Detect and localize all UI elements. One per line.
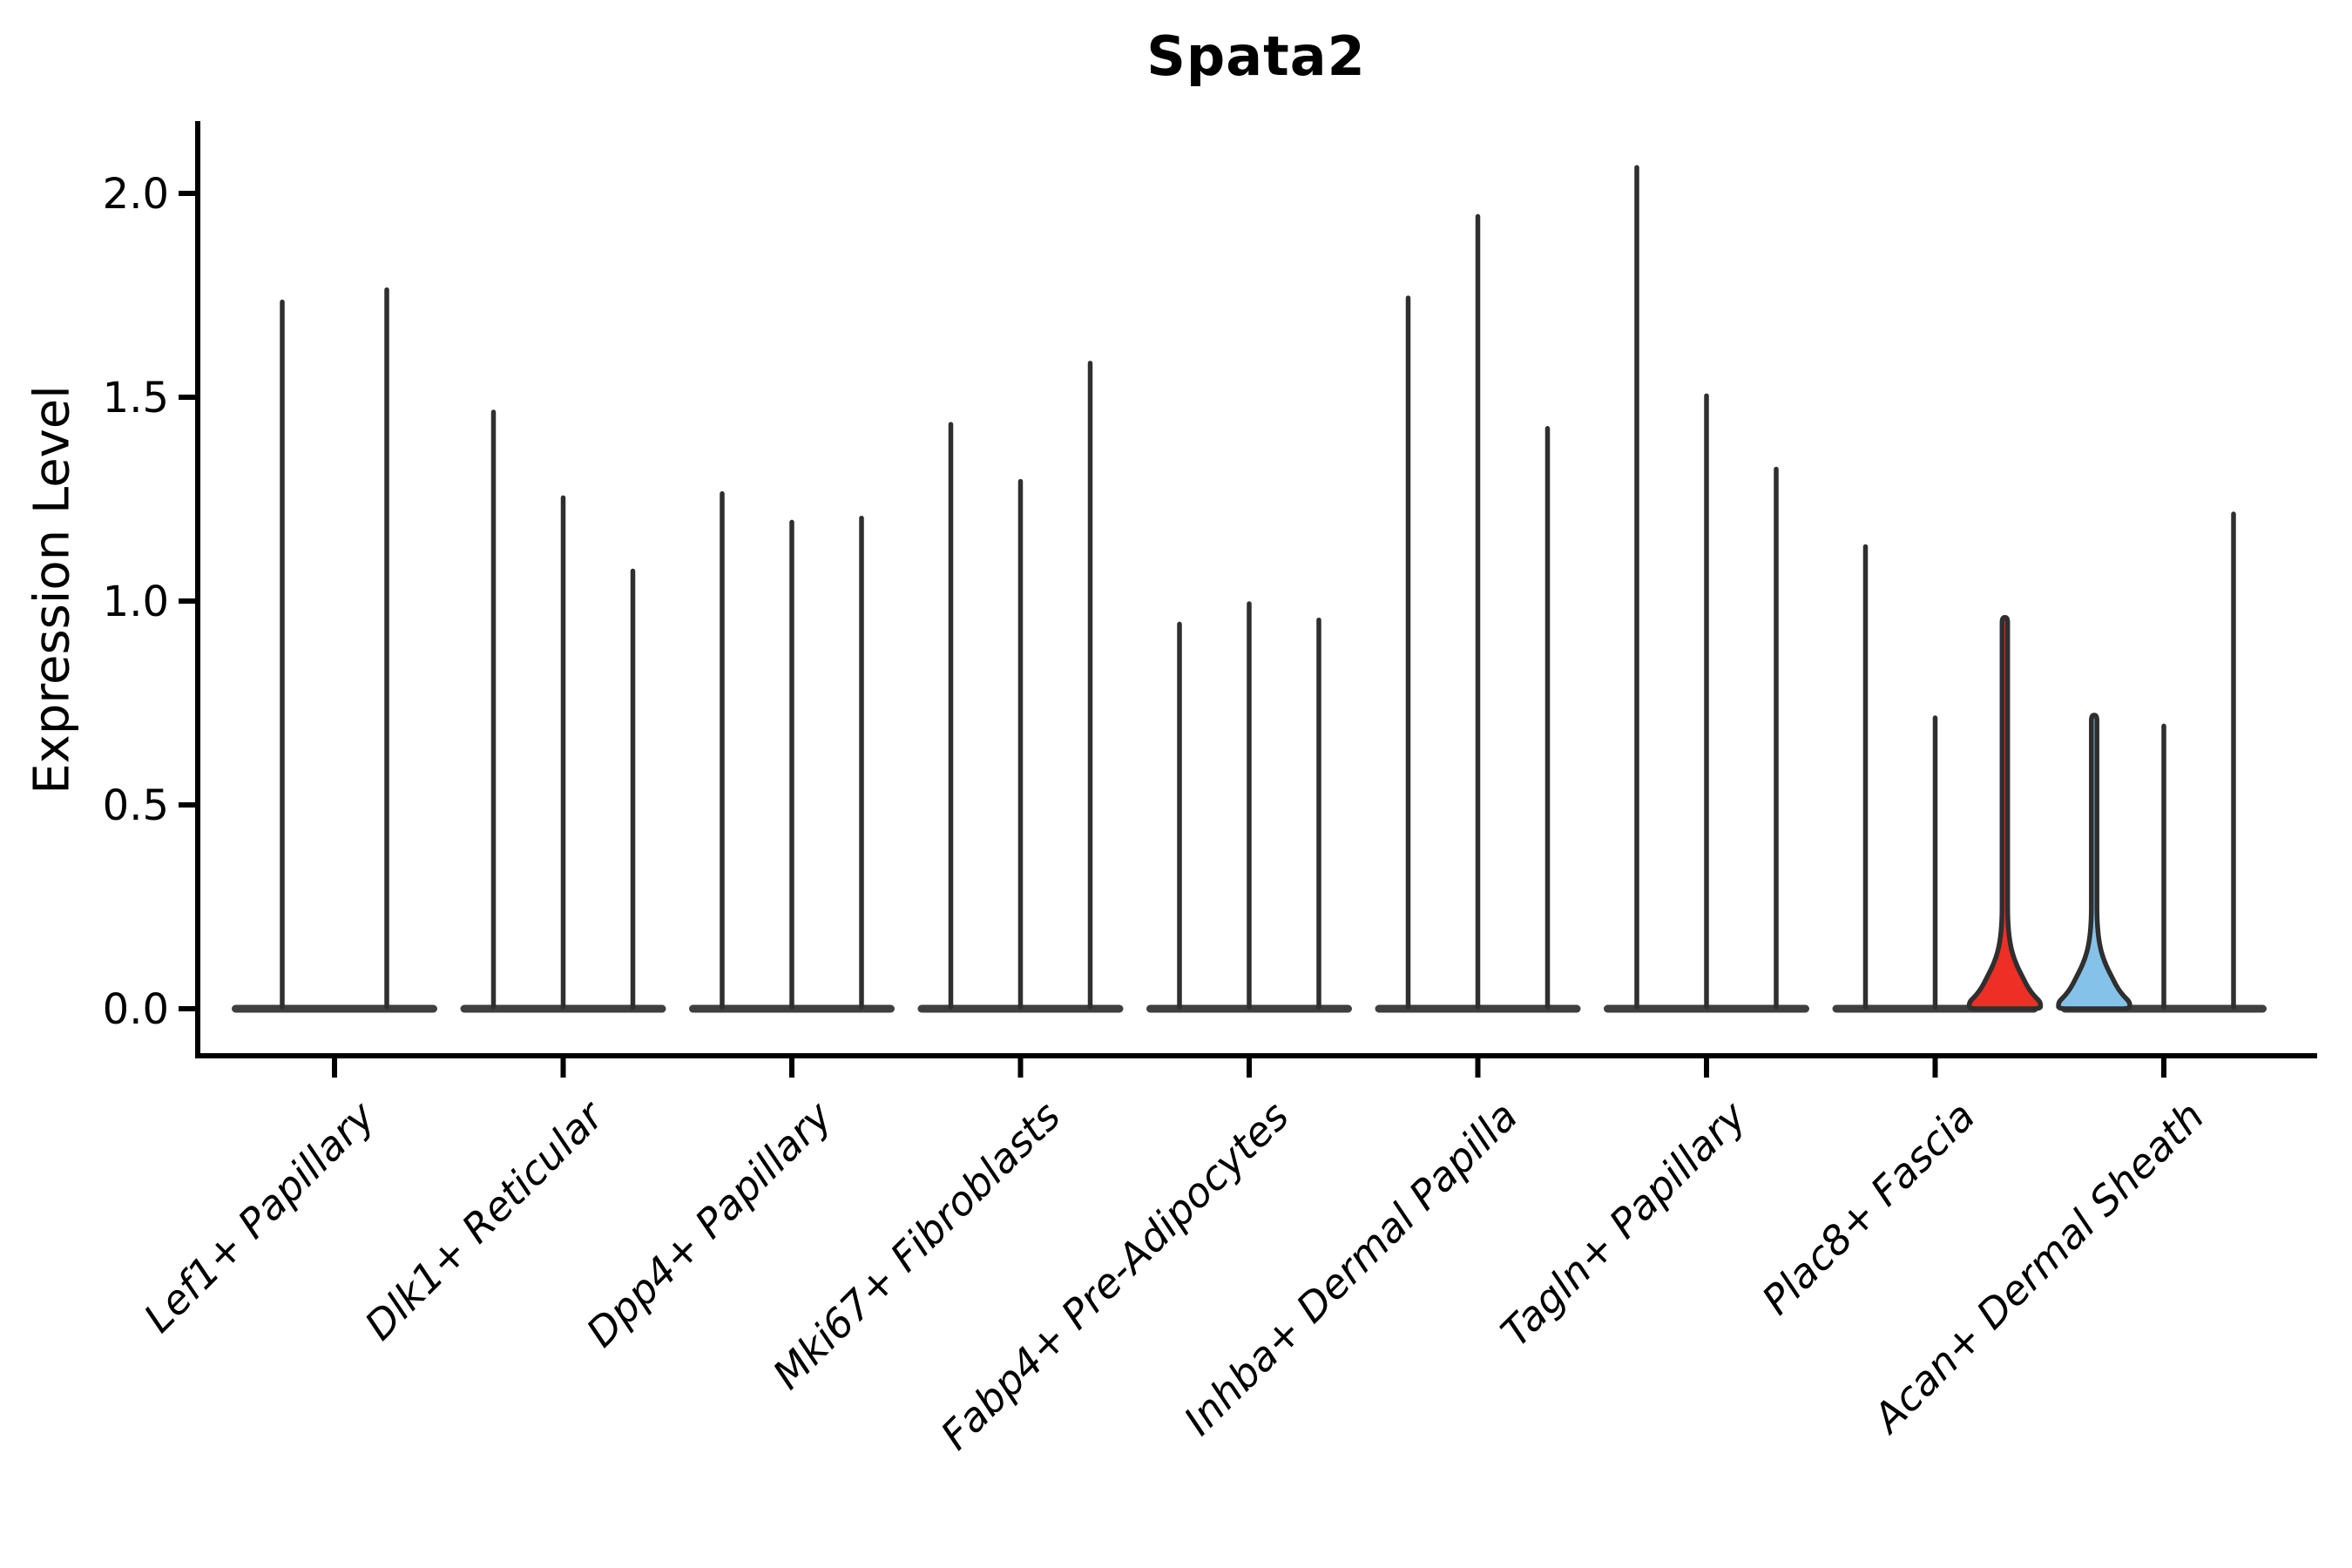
y-tick-label: 0.0 (103, 985, 169, 1034)
chart-title: Spata2 (1146, 24, 1366, 88)
x-tick-mark (332, 1058, 337, 1078)
y-tick-mark (179, 802, 198, 808)
y-tick-label: 1.0 (103, 578, 169, 626)
y-tick-mark (179, 1006, 198, 1011)
y-axis-spine (195, 121, 200, 1058)
x-tick-mark (1704, 1058, 1709, 1078)
y-tick-label: 0.5 (103, 781, 169, 830)
x-tick-mark (1932, 1058, 1938, 1078)
x-tick-mark (1017, 1058, 1024, 1078)
y-tick-mark (179, 191, 198, 196)
y-tick-mark (179, 395, 198, 400)
y-tick-label: 1.5 (103, 374, 169, 422)
y-tick-label: 2.0 (103, 170, 169, 219)
x-tick-mark (789, 1058, 794, 1078)
x-axis-spine (195, 1053, 2317, 1058)
violin-baseline (232, 1004, 437, 1013)
x-tick-mark (1247, 1058, 1252, 1078)
x-tick-mark (560, 1058, 566, 1078)
y-axis-label: Expression Level (24, 385, 81, 794)
x-tick-mark (1475, 1058, 1481, 1078)
violin-highlighted (1966, 614, 2044, 1011)
violin-highlighted (2056, 713, 2132, 1011)
x-tick-mark (2161, 1058, 2166, 1078)
y-tick-mark (179, 598, 198, 604)
